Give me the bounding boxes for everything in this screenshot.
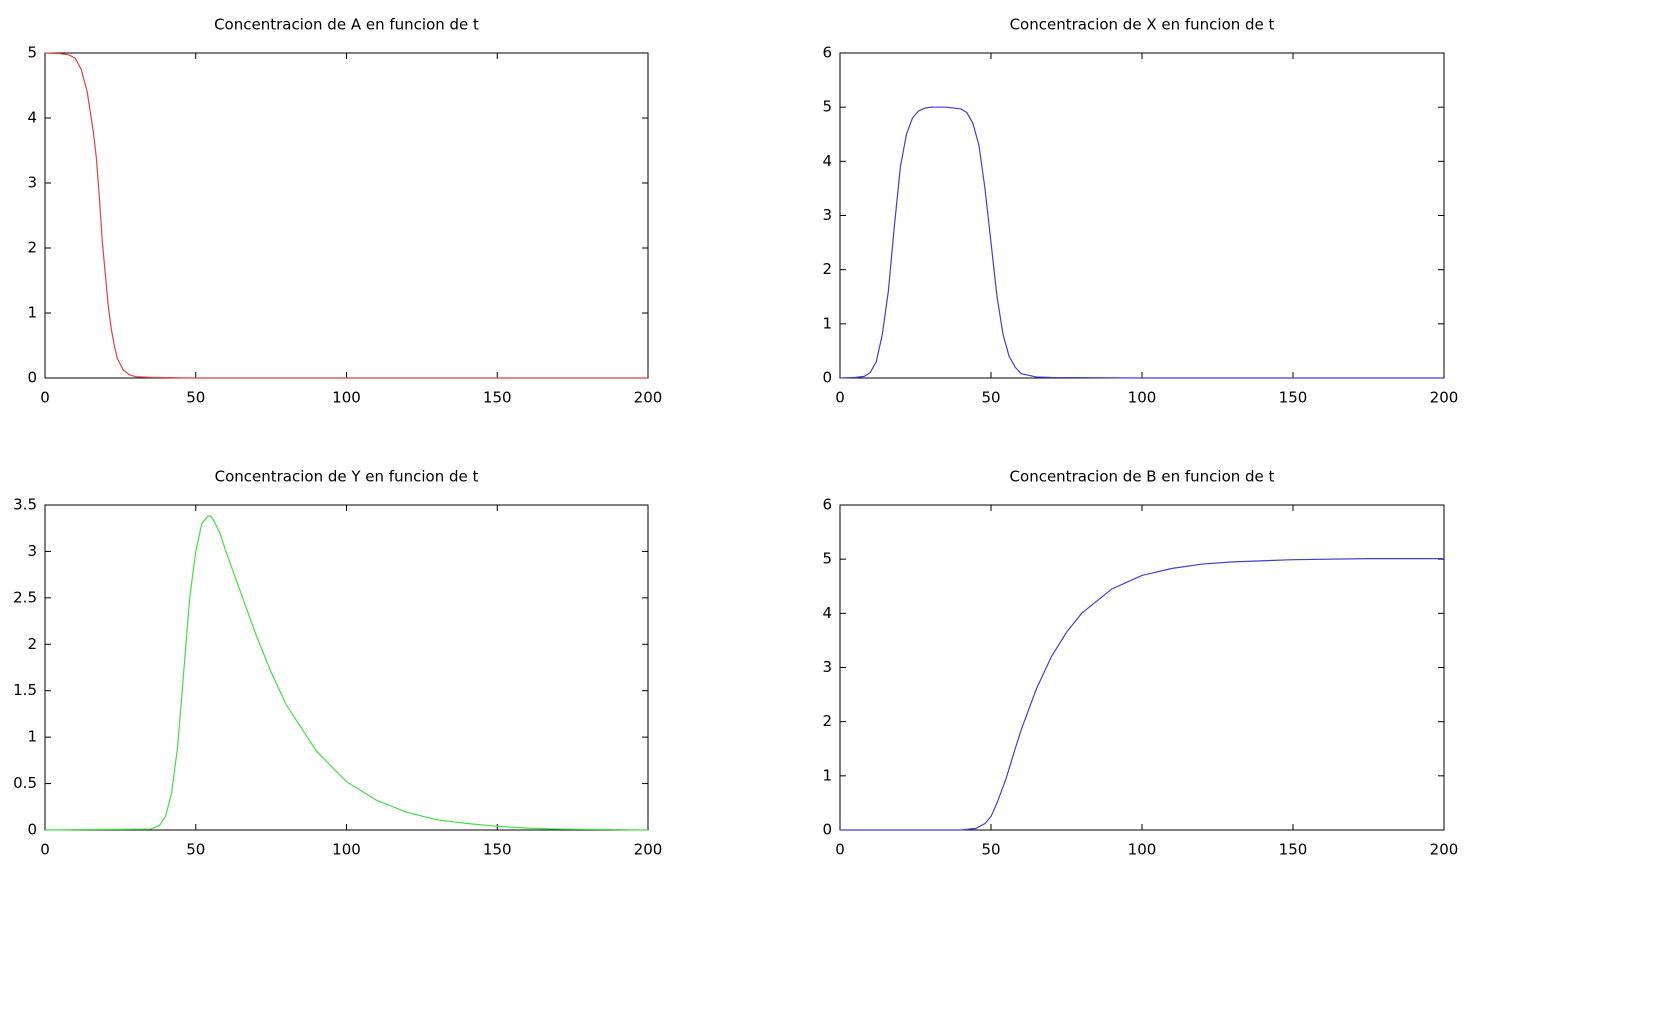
y-tick-label: 1 xyxy=(822,766,832,784)
x-tick-label: 0 xyxy=(835,389,845,407)
y-tick-label: 1.5 xyxy=(13,681,37,699)
chart-title: Concentracion de X en funcion de t xyxy=(1010,16,1275,34)
y-tick-label: 0 xyxy=(27,821,37,839)
y-tick-label: 3 xyxy=(822,658,832,676)
y-tick-label: 1 xyxy=(27,304,37,322)
x-tick-label: 50 xyxy=(981,841,1000,859)
chart-title: Concentracion de A en funcion de t xyxy=(214,16,479,34)
y-tick-label: 5 xyxy=(822,98,832,116)
y-tick-label: 0 xyxy=(822,369,832,387)
y-tick-label: 5 xyxy=(822,550,832,568)
line-series xyxy=(44,515,649,831)
x-tick-label: 0 xyxy=(835,841,845,859)
y-tick-label: 2 xyxy=(27,635,37,653)
x-tick-label: 100 xyxy=(1128,841,1157,859)
x-tick-label: 50 xyxy=(981,389,1000,407)
y-tick-label: 3 xyxy=(822,206,832,224)
y-tick-label: 2 xyxy=(27,239,37,257)
y-tick-label: 4 xyxy=(27,109,37,127)
line-series xyxy=(839,106,1444,379)
x-tick-label: 150 xyxy=(1279,389,1308,407)
x-tick-label: 100 xyxy=(1128,389,1157,407)
x-tick-label: 200 xyxy=(1430,389,1459,407)
x-tick-label: 100 xyxy=(332,389,361,407)
plot-frame xyxy=(44,52,649,379)
y-tick-label: 6 xyxy=(822,44,832,62)
y-tick-label: 6 xyxy=(822,496,832,514)
x-tick-label: 100 xyxy=(332,841,361,859)
x-tick-label: 200 xyxy=(1430,841,1459,859)
chart-title: Concentracion de Y en funcion de t xyxy=(215,468,479,486)
x-tick-label: 150 xyxy=(483,389,512,407)
y-tick-label: 3 xyxy=(27,542,37,560)
y-tick-label: 1 xyxy=(27,728,37,746)
x-tick-label: 150 xyxy=(1279,841,1308,859)
y-tick-label: 0 xyxy=(822,821,832,839)
plot-frame xyxy=(839,52,1445,379)
y-tick-label: 3 xyxy=(27,174,37,192)
x-tick-label: 0 xyxy=(40,841,50,859)
x-tick-label: 200 xyxy=(634,389,663,407)
chart-title: Concentracion de B en funcion de t xyxy=(1010,468,1275,486)
y-tick-label: 2.5 xyxy=(13,588,37,606)
y-tick-label: 3.5 xyxy=(13,496,37,514)
y-tick-label: 4 xyxy=(822,152,832,170)
y-tick-label: 5 xyxy=(27,44,37,62)
y-tick-label: 0 xyxy=(27,369,37,387)
x-tick-label: 150 xyxy=(483,841,512,859)
x-tick-label: 0 xyxy=(40,389,50,407)
y-tick-label: 0.5 xyxy=(13,774,37,792)
line-series xyxy=(44,52,648,379)
y-tick-label: 2 xyxy=(822,712,832,730)
x-tick-label: 50 xyxy=(186,389,205,407)
x-tick-label: 200 xyxy=(634,841,663,859)
plot-frame xyxy=(839,504,1445,831)
line-series xyxy=(840,558,1444,831)
y-tick-label: 2 xyxy=(822,260,832,278)
y-tick-label: 1 xyxy=(822,314,832,332)
y-tick-label: 4 xyxy=(822,604,832,622)
x-tick-label: 50 xyxy=(186,841,205,859)
